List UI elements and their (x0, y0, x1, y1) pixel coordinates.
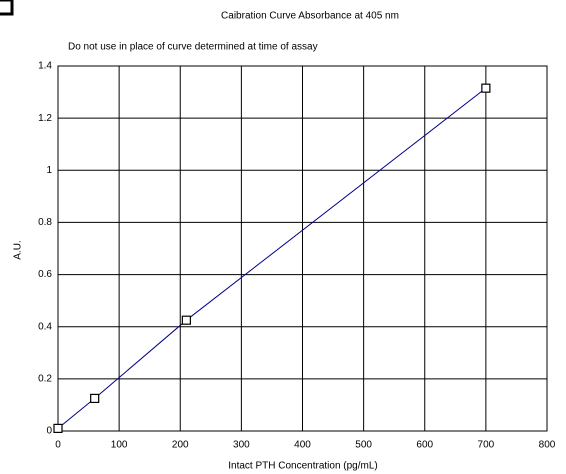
data-point (481, 83, 491, 93)
x-tick-label: 0 (55, 440, 61, 451)
data-point (90, 393, 100, 404)
data-point (181, 315, 191, 325)
y-tick-label: 0.4 (38, 321, 52, 332)
y-tick-label: 1.4 (38, 61, 52, 72)
y-tick-label: 0.8 (38, 217, 52, 228)
x-tick-label: 500 (355, 440, 372, 451)
y-tick-label: 0.6 (38, 269, 52, 280)
x-tick-label: 600 (416, 440, 433, 451)
y-tick-label: 1 (46, 165, 52, 176)
series-line (57, 87, 487, 429)
chart-title: Caibration Curve Absorbance at 405 nm (221, 11, 399, 22)
data-point (53, 423, 63, 433)
y-tick-label: 1.2 (38, 113, 52, 124)
x-tick-label: 100 (111, 440, 128, 451)
x-axis-label: Intact PTH Concentration (pg/mL) (228, 461, 378, 472)
x-tick-label: 200 (172, 440, 189, 451)
y-tick-label: 0 (46, 426, 52, 437)
x-tick-label: 800 (539, 440, 556, 451)
x-tick-label: 400 (294, 440, 311, 451)
x-tick-label: 700 (478, 440, 495, 451)
x-tick-label: 300 (233, 440, 250, 451)
y-tick-label: 0.2 (38, 373, 52, 384)
corner-mark (0, 0, 14, 16)
y-axis-label: A.U. (13, 240, 24, 259)
plot-frame (57, 65, 548, 432)
chart-subtitle: Do not use in place of curve determined … (68, 42, 318, 53)
